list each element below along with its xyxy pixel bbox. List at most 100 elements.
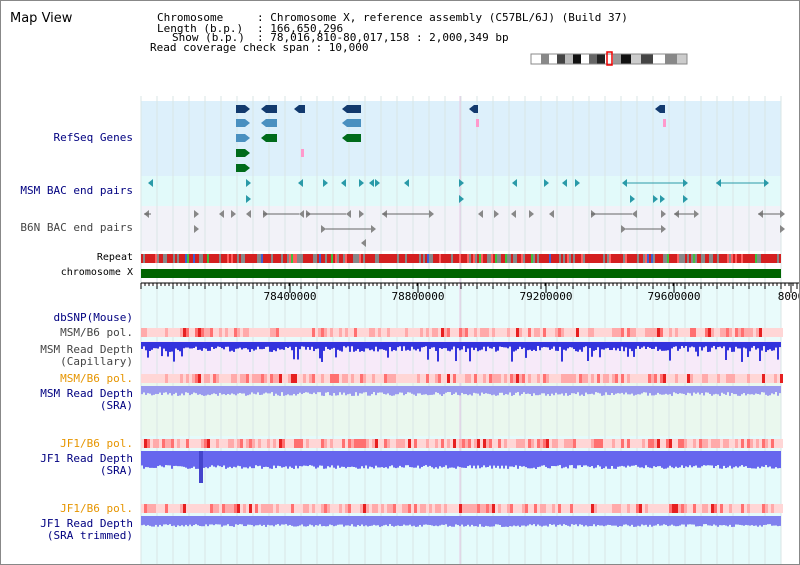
msm-depth-cap-bar	[251, 342, 253, 350]
track-label-chromosome[interactable]: chromosome X	[60, 267, 133, 278]
msm-depth-sra-bar	[467, 386, 469, 396]
msm-pol2-cell	[177, 374, 180, 383]
jf1-trim-bar	[717, 516, 719, 527]
jf1-trim-bar	[249, 516, 251, 525]
msm-depth-sra-bar	[735, 386, 737, 395]
jf1-pol-cell	[648, 439, 651, 448]
msm-depth-sra-bar	[163, 386, 165, 393]
track-label-msm-bac[interactable]: MSM BAC end pairs	[20, 184, 133, 197]
jf1-trim-bar	[635, 516, 637, 527]
repeat-segment	[385, 254, 387, 263]
jf1-pol-cell	[528, 439, 531, 448]
track-label-msm-pol-2[interactable]: MSM/B6 pol.	[60, 372, 133, 385]
repeat-segment	[207, 254, 209, 263]
jf1-pol2-cell	[687, 504, 690, 513]
jf1-depth-bar	[427, 451, 429, 467]
repeat-segment	[763, 254, 765, 263]
jf1-trim-bar	[695, 516, 697, 527]
msm-pol-cell	[201, 328, 204, 337]
msm-depth-cap-bar	[181, 342, 183, 357]
msm-depth-sra-bar	[689, 386, 691, 394]
track-label-msm-depth-sra[interactable]: MSM Read Depth	[40, 387, 133, 400]
refseq-gene-arrow	[342, 105, 347, 113]
msm-pol-cell	[627, 328, 630, 337]
track-label-msm-depth-cap[interactable]: MSM Read Depth	[40, 343, 133, 356]
msm-depth-cap-bar	[199, 342, 201, 350]
track-label-refseq[interactable]: RefSeq Genes	[53, 131, 133, 144]
repeat-segment	[595, 254, 597, 263]
msm-depth-cap-bar	[567, 342, 569, 349]
repeat-segment	[733, 254, 735, 263]
jf1-pol-cell	[708, 439, 711, 448]
jf1-trim-bar	[313, 516, 315, 527]
jf1-trim-bar	[559, 516, 561, 525]
msm-depth-cap-bar	[447, 342, 449, 351]
track-label-dbsnp[interactable]: dbSNP(Mouse)	[53, 311, 133, 324]
track-label-jf1-pol-2[interactable]: JF1/B6 pol.	[60, 502, 133, 515]
jf1-trim-bar	[201, 516, 203, 527]
jf1-depth-bar	[579, 451, 581, 466]
repeat-segment	[321, 254, 323, 263]
msm-depth-sra-bar	[333, 386, 335, 394]
repeat-segment	[239, 254, 241, 263]
jf1-pol-cell	[561, 439, 564, 448]
msm-pol2-cell	[588, 374, 591, 383]
jf1-depth-bar	[355, 451, 357, 468]
track-label-b6n-bac[interactable]: B6N BAC end pairs	[20, 221, 133, 234]
jf1-pol2-cell	[285, 504, 288, 513]
jf1-depth-bar	[329, 451, 331, 468]
track-label-jf1-trim[interactable]: JF1 Read Depth	[40, 517, 133, 530]
jf1-pol-cell	[756, 439, 759, 448]
jf1-pol2-cell	[501, 504, 504, 513]
jf1-trim-bar	[149, 516, 151, 526]
msm-pol2-cell	[633, 374, 636, 383]
jf1-depth-bar	[431, 451, 433, 468]
msm-pol2-cell	[441, 374, 444, 383]
jf1-trim-bar	[425, 516, 427, 525]
repeat-segment	[461, 254, 463, 263]
repeat-segment	[289, 254, 291, 263]
refseq-gene	[236, 105, 245, 113]
repeat-segment	[319, 254, 321, 263]
jf1-pol-cell	[417, 439, 420, 448]
msm-pol2-cell	[777, 374, 780, 383]
msm-depth-sra-bar	[537, 386, 539, 396]
jf1-pol-cell	[192, 439, 195, 448]
jf1-trim-bar	[271, 516, 273, 526]
repeat-segment	[227, 254, 229, 263]
jf1-pol-cell	[198, 439, 201, 448]
msm-depth-cap-bar	[541, 342, 543, 348]
repeat-segment	[355, 254, 357, 263]
msm-pol2-cell	[150, 374, 153, 383]
track-label-msm-pol[interactable]: MSM/B6 pol.	[60, 326, 133, 339]
jf1-pol2-cell	[159, 504, 162, 513]
msm-pol-cell	[606, 328, 609, 337]
track-label-jf1-pol[interactable]: JF1/B6 pol.	[60, 437, 133, 450]
refseq-gene-arrow	[294, 105, 299, 113]
repeat-segment	[323, 254, 325, 263]
msm-depth-cap-bar	[735, 342, 737, 347]
msm-depth-cap-bar	[487, 342, 489, 347]
jf1-pol2-cell	[216, 504, 219, 513]
msm-depth-cap-bar	[747, 342, 749, 358]
jf1-trim-bar	[681, 516, 683, 525]
msm-pol2-cell	[426, 374, 429, 383]
repeat-segment	[185, 254, 187, 263]
jf1-trim-bar	[451, 516, 453, 527]
repeat-segment	[553, 254, 555, 263]
jf1-trim-bar	[773, 516, 775, 526]
jf1-trim-bar	[377, 516, 379, 526]
repeat-segment	[613, 254, 615, 263]
jf1-pol2-cell	[441, 504, 444, 513]
track-label-jf1-depth[interactable]: JF1 Read Depth	[40, 452, 133, 465]
track-label-repeat[interactable]: Repeat	[96, 252, 133, 263]
jf1-pol2-cell	[195, 504, 198, 513]
refseq-gene-arrow	[261, 105, 266, 113]
repeat-segment	[549, 254, 551, 263]
jf1-trim-bar	[675, 516, 677, 527]
msm-pol2-cell	[762, 374, 765, 383]
msm-depth-cap-bar	[605, 342, 607, 349]
repeat-segment	[491, 254, 493, 263]
jf1-pol-cell	[312, 439, 315, 448]
